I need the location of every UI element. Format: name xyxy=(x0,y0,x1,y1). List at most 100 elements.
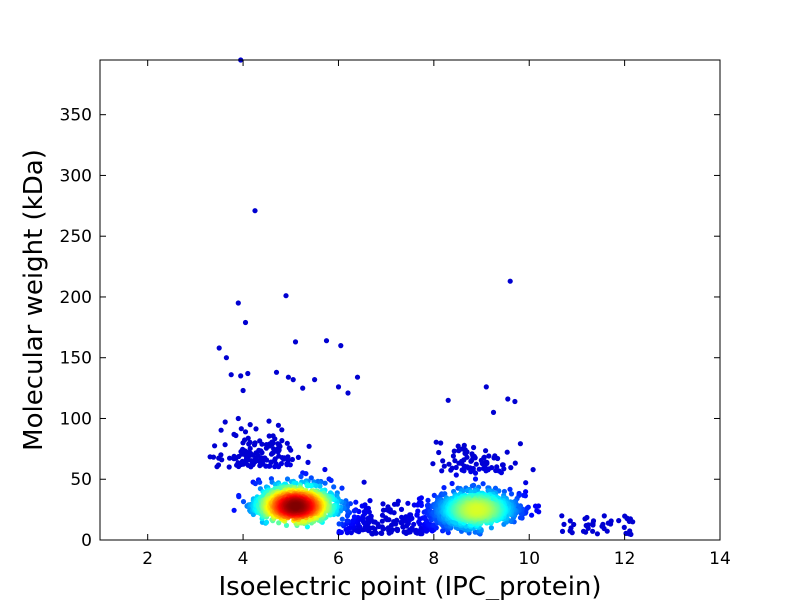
data-point xyxy=(490,409,497,415)
data-point xyxy=(264,457,270,463)
data-point xyxy=(590,518,597,524)
x-tick-label: 8 xyxy=(428,549,439,569)
data-point xyxy=(335,384,342,390)
data-point xyxy=(418,495,424,501)
data-point xyxy=(508,465,514,471)
data-point xyxy=(461,468,467,474)
data-point xyxy=(212,443,218,449)
data-point xyxy=(418,502,424,508)
data-point xyxy=(235,415,241,422)
data-point xyxy=(361,479,367,485)
data-point xyxy=(430,461,436,467)
data-point xyxy=(226,464,232,470)
data-point xyxy=(216,345,222,351)
data-point xyxy=(338,343,344,349)
data-point xyxy=(456,448,462,454)
data-point xyxy=(469,483,475,489)
data-point xyxy=(339,485,345,491)
data-point xyxy=(476,466,482,472)
y-axis-title: Molecular weight (kDa) xyxy=(19,149,49,451)
data-point xyxy=(305,483,311,489)
data-point xyxy=(590,528,596,534)
data-point xyxy=(280,456,287,462)
data-point xyxy=(284,440,290,446)
data-point xyxy=(210,454,217,460)
data-point xyxy=(336,528,342,535)
data-point xyxy=(483,384,489,390)
data-point xyxy=(394,501,400,507)
data-point xyxy=(495,455,501,462)
data-point xyxy=(472,529,478,535)
data-point xyxy=(272,481,278,488)
data-point xyxy=(512,398,518,405)
data-point xyxy=(323,338,330,344)
x-axis-title: Isoelectric point (IPC_protein) xyxy=(218,572,601,600)
data-point xyxy=(521,492,527,498)
data-point xyxy=(222,442,228,448)
data-point xyxy=(336,521,342,527)
data-point xyxy=(214,464,220,470)
data-point xyxy=(242,319,249,326)
data-point xyxy=(257,479,263,485)
data-point xyxy=(379,518,385,524)
data-point xyxy=(275,449,281,455)
data-point xyxy=(273,369,280,375)
data-point xyxy=(268,451,275,457)
data-point xyxy=(259,441,265,447)
data-point xyxy=(571,521,577,528)
data-point xyxy=(450,453,456,459)
x-tick-label: 14 xyxy=(709,549,731,569)
data-point xyxy=(322,466,328,473)
data-point xyxy=(304,524,310,530)
axis-ticks: 2 4 6 8 10 12 14 0 50 100 150 200 250 300 350 xyxy=(60,60,731,569)
data-point xyxy=(259,450,265,456)
data-point xyxy=(345,390,351,396)
data-point xyxy=(322,480,328,486)
data-point xyxy=(257,463,263,469)
data-point xyxy=(219,457,225,463)
data-point xyxy=(394,517,400,523)
data-point xyxy=(508,491,515,497)
y-tick-label: 350 xyxy=(60,106,92,126)
data-point xyxy=(605,520,611,526)
data-point xyxy=(483,448,489,454)
data-point xyxy=(287,462,293,468)
y-tick-label: 200 xyxy=(60,288,92,308)
data-point xyxy=(292,339,299,345)
data-point xyxy=(228,372,234,378)
data-point xyxy=(517,441,524,447)
data-point xyxy=(422,514,428,521)
data-point xyxy=(298,473,304,480)
y-tick-label: 300 xyxy=(60,166,92,186)
data-point xyxy=(300,385,306,391)
data-point xyxy=(449,480,455,487)
data-points xyxy=(207,57,636,538)
data-point xyxy=(331,484,337,490)
data-point xyxy=(583,522,589,529)
data-point xyxy=(483,468,489,474)
x-tick-label: 4 xyxy=(238,549,249,569)
data-point xyxy=(453,472,459,478)
data-point xyxy=(622,513,628,519)
data-point xyxy=(308,475,314,481)
data-point xyxy=(266,418,272,424)
data-point xyxy=(468,469,474,475)
data-point xyxy=(236,494,242,500)
data-point xyxy=(462,450,468,456)
data-point xyxy=(389,527,396,533)
data-point xyxy=(245,370,251,377)
data-point xyxy=(446,461,452,467)
data-point xyxy=(276,520,282,526)
data-point xyxy=(453,464,459,471)
data-point xyxy=(247,422,253,428)
data-point xyxy=(380,507,387,513)
data-point xyxy=(233,455,239,461)
data-point xyxy=(362,524,368,530)
data-point xyxy=(512,460,518,466)
data-point xyxy=(267,463,273,469)
data-point xyxy=(288,447,294,453)
data-point xyxy=(290,377,296,383)
data-point xyxy=(305,459,311,465)
data-point xyxy=(222,419,228,425)
